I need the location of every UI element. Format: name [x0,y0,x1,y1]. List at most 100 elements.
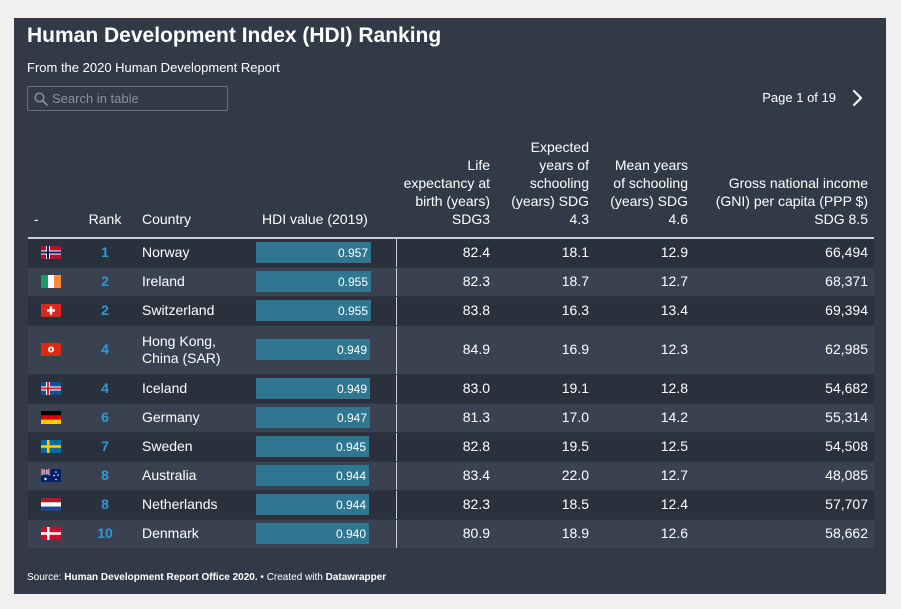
rank-cell: 2 [74,296,136,326]
hdi-value-label: 0.945 [335,440,366,454]
gni-cell: 62,985 [694,325,874,375]
hdi-bar: 0.949 [256,378,370,399]
flag-cell [28,296,74,326]
expected-schooling-cell: 17.0 [496,403,595,433]
ireland-flag-icon [41,275,61,288]
denmark-flag-icon [41,527,61,540]
mean-schooling-cell: 12.8 [595,374,694,404]
life-expectancy-cell: 82.3 [396,267,496,297]
hdi-cell: 0.940 [256,519,397,549]
mean-schooling-cell: 12.7 [595,461,694,491]
expected-schooling-cell: 18.7 [496,267,595,297]
hdi-bar: 0.955 [256,300,371,321]
hdi-bar: 0.940 [256,523,369,544]
expected-schooling-cell: 19.1 [496,374,595,404]
hdi-table: - Rank Country HDI value (2019) Life exp… [28,138,874,549]
country-cell: Hong Kong, China (SAR) [136,325,256,375]
flag-cell [28,432,74,462]
country-cell: Germany [136,403,256,433]
chart-title: Human Development Index (HDI) Ranking [27,24,442,47]
chevron-right-icon[interactable] [848,88,866,108]
col-header-flag[interactable]: - [28,138,74,239]
mean-schooling-cell: 13.4 [595,296,694,326]
netherlands-flag-icon [41,498,61,511]
flag-cell [28,325,74,375]
hdi-bar: 0.944 [256,494,369,515]
table-row: 2 Switzerland 0.955 83.8 16.3 13.4 69,394 [28,296,874,326]
expected-schooling-cell: 19.5 [496,432,595,462]
rank-cell: 4 [74,374,136,404]
gni-cell: 57,707 [694,490,874,520]
search-input[interactable] [52,88,224,109]
rank-cell: 7 [74,432,136,462]
col-header-rank[interactable]: Rank [74,138,136,239]
chart-card: Human Development Index (HDI) Ranking Fr… [14,18,886,594]
expected-schooling-cell: 16.9 [496,325,595,375]
norway-flag-icon [41,246,61,260]
col-header-life-expectancy[interactable]: Life expectancy at birth (years) SDG3 [396,138,496,239]
hdi-value-label: 0.944 [335,498,366,512]
hdi-cell: 0.945 [256,432,397,462]
gni-cell: 54,682 [694,374,874,404]
hdi-bar: 0.957 [256,242,371,264]
life-expectancy-cell: 82.3 [396,490,496,520]
australia-flag-icon [41,469,61,482]
table-row: 4 Hong Kong, China (SAR) 0.949 84.9 16.9 12.3… [28,325,874,375]
life-expectancy-cell: 82.8 [396,432,496,462]
source-note: Source: Human Development Report Office … [27,572,386,583]
life-expectancy-cell: 81.3 [396,403,496,433]
flag-cell [28,403,74,433]
rank-cell: 6 [74,403,136,433]
col-header-hdi[interactable]: HDI value (2019) [256,138,396,239]
col-header-mean-schooling[interactable]: Mean years of schooling (years) SDG 4.6 [595,138,694,239]
gni-cell: 66,494 [694,238,874,268]
mean-schooling-cell: 12.4 [595,490,694,520]
expected-schooling-cell: 18.9 [496,519,595,549]
country-cell: Iceland [136,374,256,404]
country-cell: Norway [136,238,256,268]
hdi-cell: 0.944 [256,490,397,520]
col-header-expected-schooling[interactable]: Expected years of schooling (years) SDG … [496,138,595,239]
country-cell: Australia [136,461,256,491]
table-row: 8 Australia 0.944 83.4 22.0 12.7 48,085 [28,461,874,491]
life-expectancy-cell: 84.9 [396,325,496,375]
hdi-cell: 0.955 [256,267,397,297]
mean-schooling-cell: 12.7 [595,267,694,297]
gni-cell: 55,314 [694,403,874,433]
life-expectancy-cell: 80.9 [396,519,496,549]
table-row: 8 Netherlands 0.944 82.3 18.5 12.4 57,707 [28,490,874,520]
table-row: 10 Denmark 0.940 80.9 18.9 12.6 58,662 [28,519,874,549]
col-header-country[interactable]: Country [136,138,256,239]
hong-kong-flag-icon [41,343,61,356]
life-expectancy-cell: 82.4 [396,238,496,268]
hdi-bar: 0.949 [256,339,370,360]
created-prefix: • Created with [257,572,326,583]
gni-cell: 68,371 [694,267,874,297]
life-expectancy-cell: 83.4 [396,461,496,491]
hdi-value-label: 0.949 [336,382,367,396]
hdi-cell: 0.957 [256,238,397,268]
mean-schooling-cell: 12.6 [595,519,694,549]
expected-schooling-cell: 18.1 [496,238,595,268]
flag-cell [28,490,74,520]
gni-cell: 48,085 [694,461,874,491]
search-box[interactable] [27,86,228,111]
life-expectancy-cell: 83.8 [396,296,496,326]
flag-cell [28,461,74,491]
hdi-cell: 0.949 [256,374,397,404]
expected-schooling-cell: 18.5 [496,490,595,520]
country-cell: Switzerland [136,296,256,326]
country-cell: Denmark [136,519,256,549]
chart-subtitle: From the 2020 Human Development Report [27,60,280,75]
hdi-cell: 0.949 [256,325,397,375]
table-row: 7 Sweden 0.945 82.8 19.5 12.5 54,508 [28,432,874,462]
search-icon [34,92,48,106]
table-row: 1 Norway 0.957 82.4 18.1 12.9 66,494 [28,238,874,268]
rank-cell: 8 [74,490,136,520]
flag-cell [28,238,74,268]
source-name: Human Development Report Office 2020. [64,572,258,583]
col-header-gni[interactable]: Gross national income (GNI) per capita (… [694,138,874,239]
mean-schooling-cell: 14.2 [595,403,694,433]
rank-cell: 10 [74,519,136,549]
hdi-bar: 0.945 [256,436,369,457]
